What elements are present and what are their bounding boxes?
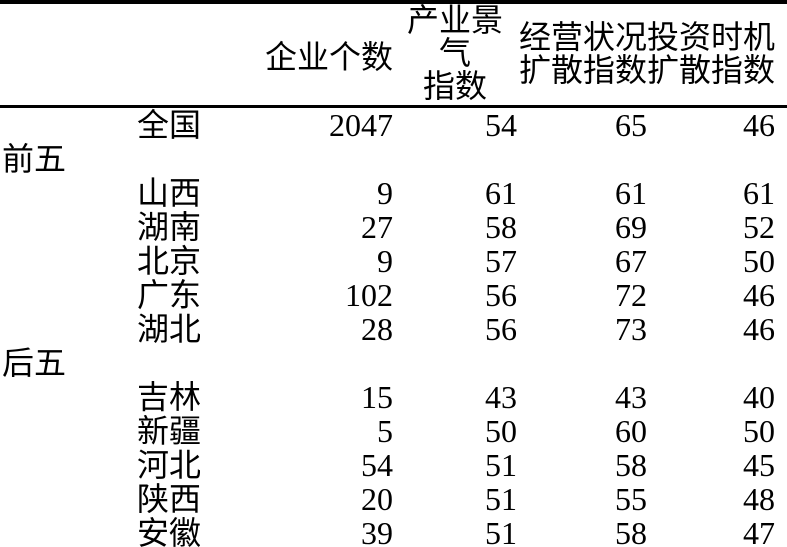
cell-enterprise-count: 28 bbox=[361, 312, 393, 346]
region-label: 陕西 bbox=[137, 482, 200, 516]
cell-investment-diffusion: 50 bbox=[743, 244, 775, 278]
cell-prosperity-index: 61 bbox=[485, 176, 517, 210]
group-label: 后五 bbox=[2, 346, 67, 380]
region-label: 新疆 bbox=[137, 414, 200, 448]
cell-operation-diffusion: 65 bbox=[615, 107, 647, 142]
table-header: 企业个数 产业景气 指数 经营状况 扩散指数 投资时机 bbox=[0, 2, 787, 107]
group-label: 前五 bbox=[2, 142, 67, 176]
header-line: 投资时机 bbox=[647, 18, 776, 55]
empty-cell bbox=[517, 346, 647, 380]
table-row: 湖北 28 56 73 46 bbox=[0, 312, 787, 346]
table-row: 北京 9 57 67 50 bbox=[0, 244, 787, 278]
cell-investment-diffusion: 47 bbox=[743, 516, 775, 547]
table-row-national: 全国 2047 54 65 46 bbox=[0, 107, 787, 143]
cell-operation-diffusion: 58 bbox=[615, 448, 647, 482]
table-group-row-top5: 前五 bbox=[0, 142, 787, 176]
header-text-block: 产业景气 指数 bbox=[393, 4, 517, 103]
cell-operation-diffusion: 67 bbox=[615, 244, 647, 278]
header-line: 指数 bbox=[422, 68, 487, 104]
cell-operation-diffusion: 60 bbox=[615, 414, 647, 448]
col-header-investment-diffusion: 投资时机 扩散指数 bbox=[647, 2, 787, 107]
cell-operation-diffusion: 69 bbox=[615, 210, 647, 244]
cell-operation-diffusion: 55 bbox=[615, 482, 647, 516]
cell-investment-diffusion: 45 bbox=[743, 448, 775, 482]
cell-operation-diffusion: 43 bbox=[615, 380, 647, 414]
cell-enterprise-count: 102 bbox=[345, 278, 393, 312]
cell-prosperity-index: 58 bbox=[485, 210, 517, 244]
region-label: 湖北 bbox=[137, 312, 200, 346]
header-text-block: 投资时机 扩散指数 bbox=[647, 18, 776, 88]
cell-enterprise-count: 9 bbox=[377, 244, 393, 278]
table-row: 陕西 20 51 55 48 bbox=[0, 482, 787, 516]
region-label: 吉林 bbox=[137, 380, 200, 414]
cell-prosperity-index: 43 bbox=[485, 380, 517, 414]
cell-prosperity-index: 56 bbox=[485, 312, 517, 346]
table-row: 湖南 27 58 69 52 bbox=[0, 210, 787, 244]
cell-investment-diffusion: 50 bbox=[743, 414, 775, 448]
header-line: 产业景气 bbox=[406, 2, 503, 71]
table-row: 吉林 15 43 43 40 bbox=[0, 380, 787, 414]
cell-investment-diffusion: 46 bbox=[743, 312, 775, 346]
cell-enterprise-count: 39 bbox=[361, 516, 393, 547]
cell-investment-diffusion: 61 bbox=[743, 176, 775, 210]
region-label: 山西 bbox=[137, 176, 200, 210]
cell-operation-diffusion: 72 bbox=[615, 278, 647, 312]
col-header-operation-diffusion: 经营状况 扩散指数 bbox=[517, 2, 647, 107]
cell-operation-diffusion: 58 bbox=[615, 516, 647, 547]
region-label: 安徽 bbox=[137, 516, 200, 547]
cell-enterprise-count: 5 bbox=[377, 414, 393, 448]
region-label: 河北 bbox=[137, 448, 200, 482]
empty-cell bbox=[393, 346, 517, 380]
cell-investment-diffusion: 52 bbox=[743, 210, 775, 244]
empty-cell bbox=[200, 142, 393, 176]
region-label: 湖南 bbox=[137, 210, 200, 244]
region-label: 广东 bbox=[137, 278, 200, 312]
cell-investment-diffusion: 40 bbox=[743, 380, 775, 414]
table-row: 新疆 5 50 60 50 bbox=[0, 414, 787, 448]
table-row: 河北 54 51 58 45 bbox=[0, 448, 787, 482]
table-row: 广东 102 56 72 46 bbox=[0, 278, 787, 312]
table-row: 山西 9 61 61 61 bbox=[0, 176, 787, 210]
cell-investment-diffusion: 46 bbox=[743, 107, 775, 142]
cell-prosperity-index: 51 bbox=[485, 516, 517, 547]
cell-prosperity-index: 51 bbox=[485, 482, 517, 516]
cell-prosperity-index: 51 bbox=[485, 448, 517, 482]
cell-prosperity-index: 57 bbox=[485, 244, 517, 278]
empty-cell bbox=[647, 346, 787, 380]
cell-operation-diffusion: 73 bbox=[615, 312, 647, 346]
cell-prosperity-index: 54 bbox=[485, 107, 517, 142]
empty-cell bbox=[517, 142, 647, 176]
region-label: 北京 bbox=[137, 244, 200, 278]
col-header-enterprise-count: 企业个数 bbox=[264, 38, 393, 75]
table-body: 全国 2047 54 65 46 前五 山西 9 61 61 61 bbox=[0, 107, 787, 547]
cell-investment-diffusion: 46 bbox=[743, 278, 775, 312]
cell-prosperity-index: 56 bbox=[485, 278, 517, 312]
table-group-row-bottom5: 后五 bbox=[0, 346, 787, 380]
header-row: 企业个数 产业景气 指数 经营状况 扩散指数 投资时机 bbox=[0, 2, 787, 107]
empty-cell bbox=[393, 142, 517, 176]
cell-enterprise-count: 2047 bbox=[329, 107, 393, 142]
col-header-region bbox=[0, 2, 200, 107]
empty-cell bbox=[647, 142, 787, 176]
header-line: 扩散指数 bbox=[518, 51, 647, 88]
header-line: 扩散指数 bbox=[647, 51, 776, 88]
cell-prosperity-index: 50 bbox=[485, 414, 517, 448]
table-row: 安徽 39 51 58 47 bbox=[0, 516, 787, 547]
cell-enterprise-count: 20 bbox=[361, 482, 393, 516]
cell-enterprise-count: 9 bbox=[377, 176, 393, 210]
header-text-block: 经营状况 扩散指数 bbox=[518, 18, 647, 88]
cell-enterprise-count: 15 bbox=[361, 380, 393, 414]
cell-enterprise-count: 54 bbox=[361, 448, 393, 482]
region-label: 全国 bbox=[137, 107, 200, 142]
empty-cell bbox=[200, 346, 393, 380]
cell-enterprise-count: 27 bbox=[361, 210, 393, 244]
header-line: 经营状况 bbox=[518, 18, 647, 55]
cell-investment-diffusion: 48 bbox=[743, 482, 775, 516]
cell-operation-diffusion: 61 bbox=[615, 176, 647, 210]
col-header-prosperity-index: 产业景气 指数 bbox=[393, 2, 517, 107]
